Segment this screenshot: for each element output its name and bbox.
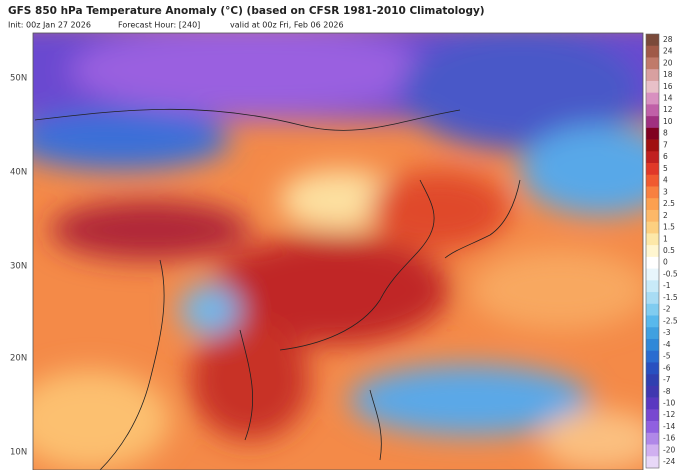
colorbar-label: -4 [663,340,671,349]
colorbar-cell [646,280,659,293]
colorbar-cell [646,57,659,70]
colorbar-label: 20 [663,58,673,67]
colorbar-label: -1.5 [663,293,678,302]
colorbar-label: 6 [663,152,668,161]
colorbar-label: -10 [663,398,675,407]
colorbar-cell [646,303,659,316]
latitude-label: 10N [10,448,27,458]
colorbar-label: -1 [663,281,671,290]
colorbar-label: 5 [663,164,668,173]
colorbar-label: 2.5 [663,199,675,208]
colorbar-label: -8 [663,387,671,396]
colorbar-cell [646,69,659,82]
colorbar-cell [646,104,659,117]
colorbar-label: 7 [663,140,668,149]
colorbar-cell [646,139,659,152]
colorbar-cell [646,151,659,164]
colorbar-label: -12 [663,410,675,419]
colorbar-cell [646,374,659,387]
latitude-label: 50N [10,74,27,84]
colorbar-label: -3 [663,328,671,337]
colorbar-label: -0.5 [663,269,678,278]
colorbar-cell [646,116,659,129]
colorbar-cell [646,327,659,340]
colorbar-cell [646,256,659,269]
latitude-label: 30N [10,262,27,272]
colorbar-cell [646,397,659,410]
colorbar-label: -20 [663,445,675,454]
colorbar-label: 1.5 [663,223,675,232]
colorbar-label: 10 [663,117,673,126]
colorbar-cell [646,456,659,469]
colorbar-label: -2 [663,305,671,314]
colorbar-label: 8 [663,129,668,138]
anomaly-field [33,33,643,470]
colorbar-label: 1 [663,234,668,243]
colorbar-cell [646,444,659,457]
init-time: Init: 00z Jan 27 2026 [8,21,91,30]
map-frame [32,32,644,470]
colorbar-label: -24 [663,457,675,466]
colorbar-frame [645,33,660,469]
colorbar-label: 18 [663,70,673,79]
colorbar-label: -5 [663,352,671,361]
colorbar-label: 4 [663,176,668,185]
colorbar-cell [646,80,659,93]
colorbar-cell [646,186,659,199]
colorbar-label: -2.5 [663,316,678,325]
colorbar-label: -7 [663,375,671,384]
colorbar-label: -14 [663,422,675,431]
colorbar-label: 2 [663,211,668,220]
colorbar-cell [646,385,659,398]
colorbar-cell [646,45,659,58]
colorbar-cell [646,350,659,363]
colorbar-cell [646,34,659,47]
colorbar-cell [646,233,659,246]
colorbar-label: 12 [663,105,673,114]
colorbar-cell [646,362,659,375]
colorbar-cell [646,127,659,140]
colorbar-cell [646,92,659,105]
colorbar-cell [646,221,659,234]
colorbar-cell [646,245,659,258]
colorbar-cell [646,198,659,211]
forecast-hour: Forecast Hour: [240] [118,21,200,30]
colorbar-label: -16 [663,434,675,443]
colorbar-label: 28 [663,35,673,44]
colorbar-cell [646,268,659,281]
valid-time: valid at 00z Fri, Feb 06 2026 [230,21,344,30]
colorbar-label: 0.5 [663,246,675,255]
latitude-label: 20N [10,354,27,364]
colorbar-cell [646,432,659,445]
colorbar-cell [646,163,659,176]
colorbar-label: 14 [663,94,673,103]
colorbar-label: 24 [663,47,673,56]
map-title: GFS 850 hPa Temperature Anomaly (°C) (ba… [8,5,485,17]
colorbar-cell [646,315,659,328]
colorbar-cell [646,338,659,352]
colorbar-label: 0 [663,258,668,267]
latitude-label: 40N [10,168,27,178]
colorbar-cell [646,209,659,222]
colorbar-label: 3 [663,187,668,196]
colorbar-cell [646,174,659,187]
colorbar-label: 16 [663,82,673,91]
colorbar-cell [646,292,659,305]
colorbar-cell [646,409,659,422]
colorbar-label: -6 [663,363,671,372]
colorbar-cell [646,421,659,434]
